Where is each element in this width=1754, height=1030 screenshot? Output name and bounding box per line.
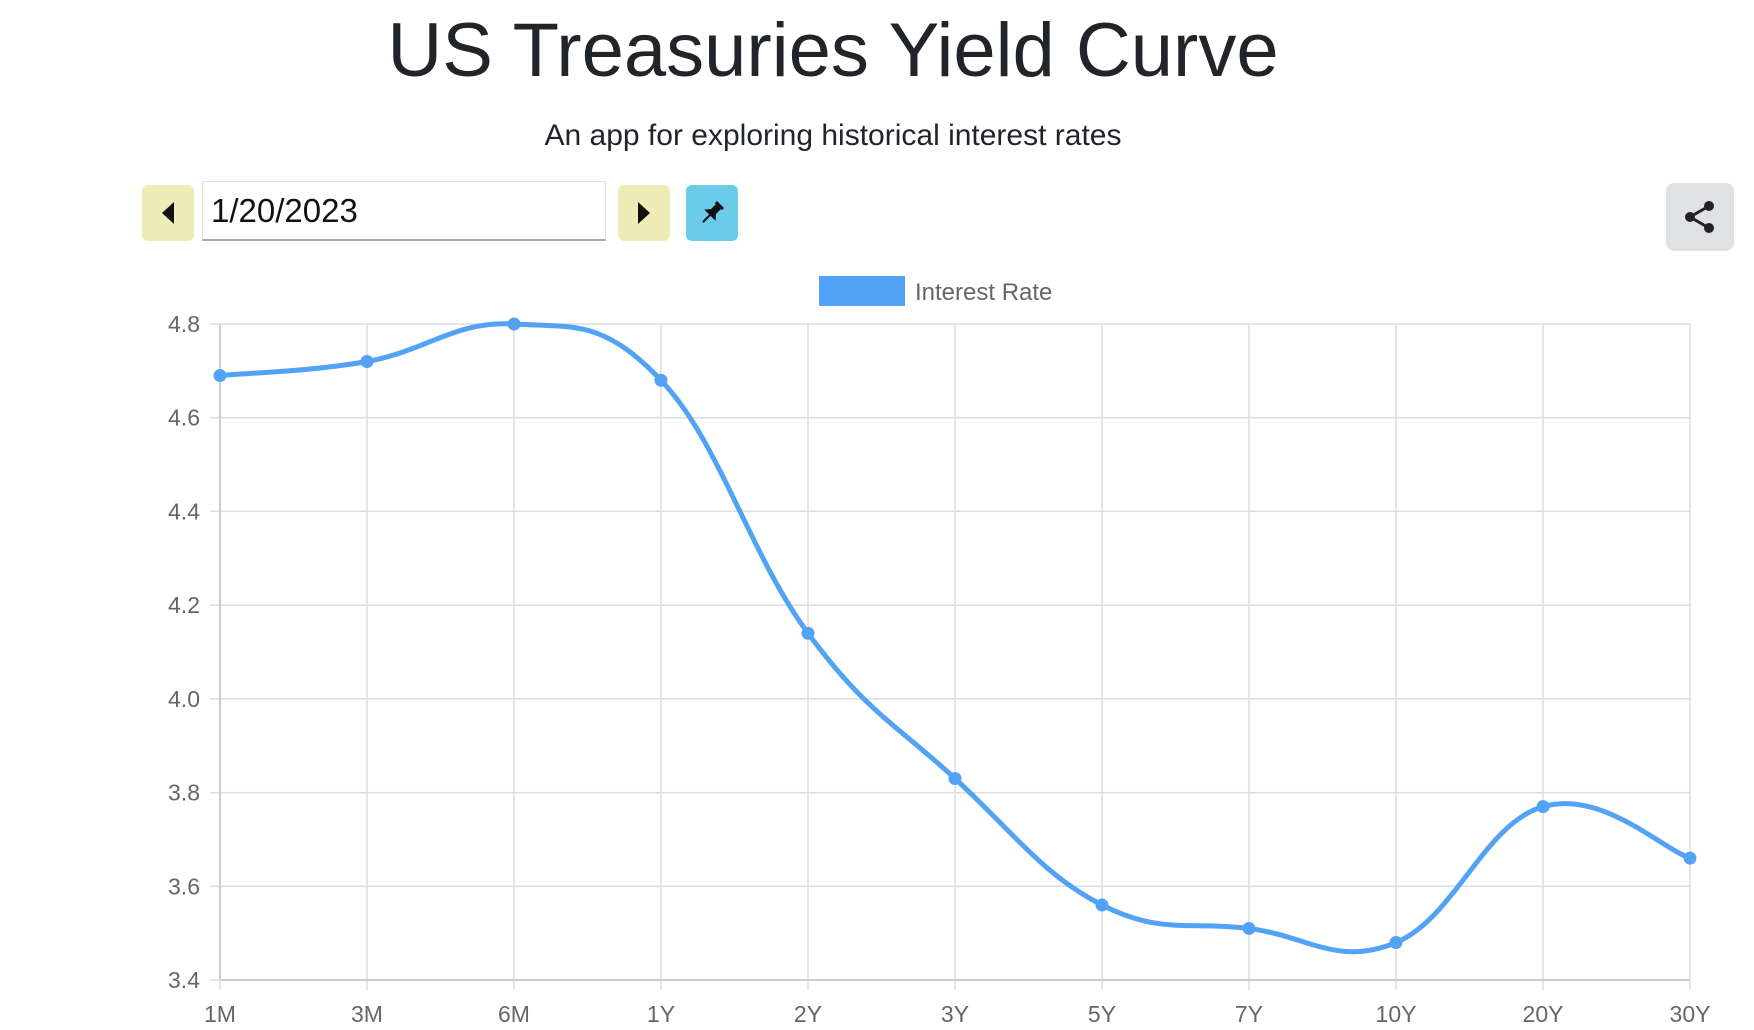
page-title: US Treasuries Yield Curve [387,8,1279,93]
y-tick-label: 4.8 [168,311,200,337]
y-tick-label: 3.8 [168,780,200,806]
data-point [1389,936,1403,950]
pin-button[interactable] [686,185,738,241]
page-subtitle: An app for exploring historical interest… [544,119,1122,152]
y-tick-label: 4.4 [168,498,200,524]
legend-swatch [819,276,905,306]
data-point [360,354,374,368]
y-tick-label: 3.6 [168,873,200,899]
data-point [1242,921,1256,935]
x-tick-label: 1M [204,1001,236,1027]
x-tick-label: 7Y [1235,1001,1263,1027]
y-tick-label: 4.2 [168,592,200,618]
x-tick-label: 5Y [1088,1001,1116,1027]
x-tick-label: 2Y [794,1001,822,1027]
x-tick-label: 3M [351,1001,383,1027]
caret-left-icon [162,202,174,224]
chart-grid [210,323,1691,990]
data-point [1095,898,1109,912]
next-date-button[interactable] [618,185,670,241]
previous-date-button[interactable] [142,185,194,241]
y-tick-label: 4.6 [168,405,200,431]
share-button[interactable] [1666,183,1734,251]
data-point [801,626,815,640]
y-tick-label: 4.0 [168,686,200,712]
chart-axes: 4.8 4.6 4.4 4.2 4.0 3.8 3.6 3.41M 3M 6M 1Y 2Y 3Y 5Y 7Y… [168,311,1710,1027]
data-point [948,772,962,786]
legend-label: Interest Rate [915,279,1052,306]
date-input[interactable] [202,181,606,241]
series-line [217,321,1693,955]
x-tick-label: 6M [498,1001,530,1027]
yield-curve-chart: 4.8 4.6 4.4 4.2 4.0 3.8 3.6 3.41M 3M 6M 1Y 2Y 3Y 5Y 7Y… [168,276,1710,1027]
x-tick-label: 20Y [1523,1001,1564,1027]
data-point [213,369,227,383]
x-tick-label: 3Y [941,1001,969,1027]
caret-right-icon [638,202,650,224]
share-icon [1685,201,1714,233]
x-tick-label: 1Y [647,1001,675,1027]
data-point [1536,800,1550,814]
data-point [1683,851,1697,865]
data-point [507,317,521,331]
chart-series [213,317,1697,955]
x-tick-label: 30Y [1670,1001,1711,1027]
chart-legend: Interest Rate [819,276,1052,306]
data-point [654,373,668,387]
x-tick-label: 10Y [1376,1001,1417,1027]
pin-icon [702,200,725,223]
y-tick-label: 3.4 [168,967,200,993]
